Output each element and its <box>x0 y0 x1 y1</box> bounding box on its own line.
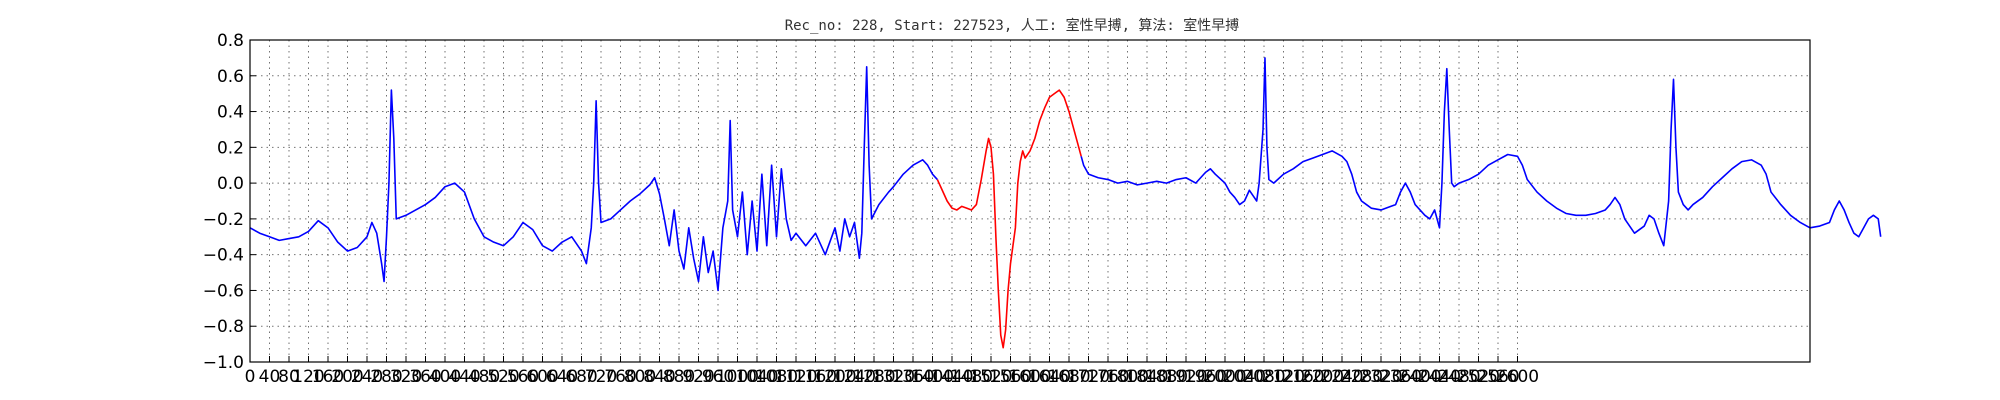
grid <box>249 39 1810 363</box>
x-tick-label: 840 <box>643 367 675 387</box>
y-tick-label: −1.0 <box>203 353 244 373</box>
y-tick-label: 0.2 <box>217 138 244 158</box>
ecg-series-line-1 <box>249 66 938 292</box>
x-tick-label: 40 <box>259 367 281 387</box>
x-axis-ticks: 0 408012016020024028032036040044048052056… <box>245 356 1539 387</box>
y-tick-label: 0.0 <box>217 174 244 194</box>
x-tick-label: 240 <box>351 367 383 387</box>
x-tick-label: 160 <box>312 367 344 387</box>
x-tick-label: 120 <box>292 367 324 387</box>
x-tick-label: 520 <box>487 367 519 387</box>
x-tick-label: 1000 <box>716 367 759 387</box>
x-tick-label: 480 <box>468 367 500 387</box>
x-tick-label: 560 <box>507 367 539 387</box>
y-tick-label: −0.2 <box>203 210 244 230</box>
x-tick-label: 720 <box>585 367 617 387</box>
x-tick-label: 2520 <box>1457 367 1500 387</box>
x-tick-label: 920 <box>682 367 714 387</box>
x-tick-label: 1200 <box>813 367 856 387</box>
x-tick-label: 1680 <box>1047 367 1090 387</box>
x-tick-label: 440 <box>448 367 480 387</box>
x-tick-label: 2280 <box>1340 367 1383 387</box>
x-tick-label: 960 <box>702 367 734 387</box>
x-tick-label: 2320 <box>1359 367 1402 387</box>
x-tick-label: 2360 <box>1379 367 1422 387</box>
x-tick-label: 2440 <box>1418 367 1461 387</box>
x-tick-label: 80 <box>278 367 300 387</box>
ecg-series-line-3 <box>1080 57 1882 247</box>
x-tick-label: 1600 <box>1008 367 1051 387</box>
x-tick-label: 2600 <box>1496 367 1539 387</box>
x-tick-label: 1080 <box>755 367 798 387</box>
x-tick-label: 1880 <box>1145 367 1188 387</box>
x-tick-label: 1960 <box>1184 367 1227 387</box>
x-tick-label: 280 <box>370 367 402 387</box>
x-tick-label: 1640 <box>1028 367 1071 387</box>
x-tick-label: 1120 <box>774 367 817 387</box>
x-tick-label: 1560 <box>989 367 1032 387</box>
ecg-series-line-2 <box>936 89 1082 349</box>
plot-frame <box>249 39 1811 363</box>
x-tick-label: 880 <box>663 367 695 387</box>
x-tick-label: 1440 <box>930 367 973 387</box>
x-tick-label: 1280 <box>852 367 895 387</box>
x-tick-label: 2560 <box>1476 367 1519 387</box>
x-tick-label: 2120 <box>1262 367 1305 387</box>
x-tick-label: 1400 <box>911 367 954 387</box>
x-tick-label: 2080 <box>1242 367 1285 387</box>
y-tick-label: 0.6 <box>217 67 244 87</box>
x-tick-label: 2040 <box>1223 367 1266 387</box>
chart-title: Rec_no: 228, Start: 227523, 人工: 室性早搏, 算法… <box>785 17 1240 34</box>
x-tick-label: 400 <box>429 367 461 387</box>
x-tick-label: 2200 <box>1301 367 1344 387</box>
x-tick-label: 2400 <box>1398 367 1441 387</box>
x-tick-label: 1160 <box>794 367 837 387</box>
x-tick-label: 1040 <box>735 367 778 387</box>
series-group <box>249 57 1882 349</box>
x-tick-label: 0 <box>245 367 256 387</box>
x-tick-label: 680 <box>565 367 597 387</box>
x-tick-label: 1800 <box>1106 367 1149 387</box>
y-tick-label: 0.8 <box>217 31 244 51</box>
x-tick-label: 360 <box>409 367 441 387</box>
x-tick-label: 320 <box>390 367 422 387</box>
x-tick-label: 200 <box>331 367 363 387</box>
x-tick-label: 1920 <box>1164 367 1207 387</box>
x-tick-label: 2000 <box>1203 367 1246 387</box>
x-tick-label: 600 <box>526 367 558 387</box>
x-tick-label: 1760 <box>1086 367 1129 387</box>
x-tick-label: 800 <box>624 367 656 387</box>
y-tick-label: 0.4 <box>217 103 244 123</box>
x-tick-label: 2240 <box>1320 367 1363 387</box>
y-axis-ticks: 0.8 0.6 0.4 0.2 0.0 −0.2 −0.4 −0.6 −0.8 −1.0 <box>203 31 256 373</box>
y-tick-label: −0.4 <box>203 246 244 266</box>
x-tick-label: 1520 <box>969 367 1012 387</box>
y-tick-label: −0.8 <box>203 317 244 337</box>
y-tick-label: −0.6 <box>203 281 244 301</box>
x-tick-label: 640 <box>546 367 578 387</box>
x-tick-label: 2480 <box>1437 367 1480 387</box>
x-tick-label: 1720 <box>1067 367 1110 387</box>
x-tick-label: 1320 <box>872 367 915 387</box>
x-tick-label: 1240 <box>833 367 876 387</box>
x-tick-label: 1360 <box>891 367 934 387</box>
x-tick-label: 1480 <box>950 367 993 387</box>
x-tick-label: 760 <box>604 367 636 387</box>
x-tick-label: 1840 <box>1125 367 1168 387</box>
x-tick-label: 2160 <box>1281 367 1324 387</box>
